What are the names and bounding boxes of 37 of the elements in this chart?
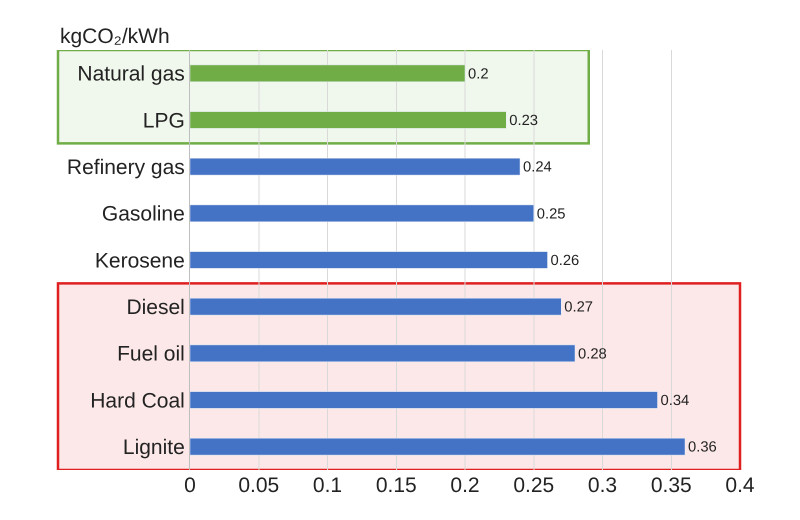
data-label: 0.26 bbox=[550, 253, 580, 270]
bar bbox=[190, 391, 658, 409]
bar bbox=[190, 344, 576, 362]
y-tick-label: Hard Coal bbox=[90, 389, 185, 412]
x-tick-label: 0.2 bbox=[450, 474, 480, 497]
x-tick-label: 0.05 bbox=[238, 474, 280, 497]
bar bbox=[190, 298, 562, 316]
y-tick-label: Kerosene bbox=[94, 249, 185, 272]
y-tick-label: LPG bbox=[142, 109, 185, 132]
x-tick-label: 0.25 bbox=[513, 474, 554, 497]
data-label: 0.24 bbox=[523, 160, 552, 176]
bar bbox=[190, 204, 534, 222]
y-tick-label: Natural gas bbox=[77, 62, 185, 86]
y-tick-label: Fuel oil bbox=[117, 342, 185, 366]
data-label: 0.25 bbox=[536, 206, 566, 222]
x-tick-label: 0.35 bbox=[650, 474, 692, 497]
data-label: 0.36 bbox=[688, 440, 717, 456]
data-label: 0.2 bbox=[468, 66, 489, 82]
bar bbox=[190, 158, 520, 176]
bar bbox=[190, 111, 506, 129]
y-axis-title: kgCO₂/kWh bbox=[60, 25, 170, 48]
x-tick-label: 0.4 bbox=[725, 474, 755, 497]
bar bbox=[190, 251, 548, 269]
data-label: 0.23 bbox=[509, 113, 538, 130]
data-label: 0.27 bbox=[564, 300, 594, 316]
x-tick-label: 0.3 bbox=[588, 474, 618, 497]
x-tick-label: 0.15 bbox=[376, 474, 417, 497]
y-tick-label: Gasoline bbox=[102, 202, 185, 226]
x-tick-label: 0.1 bbox=[312, 474, 342, 497]
y-tick-label: Lignite bbox=[122, 436, 185, 460]
x-tick-label: 0 bbox=[184, 474, 196, 497]
bar bbox=[190, 438, 686, 456]
data-label: 0.34 bbox=[660, 393, 690, 410]
data-label: 0.28 bbox=[578, 346, 607, 362]
y-tick-label: Diesel bbox=[126, 296, 185, 320]
y-tick-label: Refinery gas bbox=[66, 156, 185, 180]
bar bbox=[190, 64, 466, 82]
